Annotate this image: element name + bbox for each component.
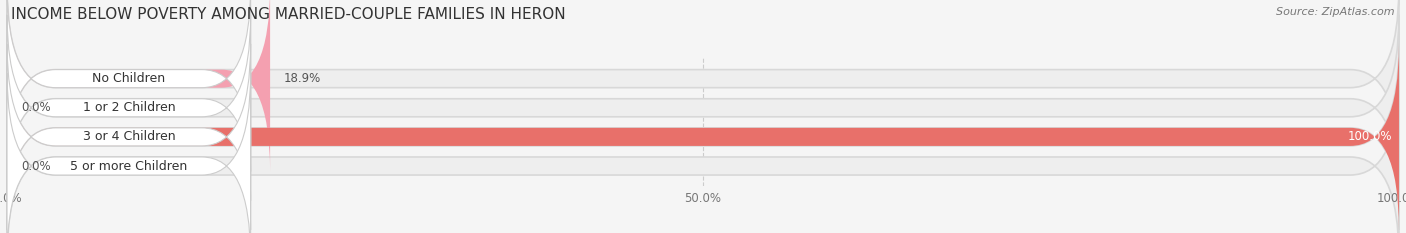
Text: 0.0%: 0.0% [21,160,51,172]
FancyBboxPatch shape [7,15,1399,201]
Text: No Children: No Children [93,72,166,85]
Text: Source: ZipAtlas.com: Source: ZipAtlas.com [1277,7,1395,17]
Text: 1 or 2 Children: 1 or 2 Children [83,101,176,114]
FancyBboxPatch shape [7,15,250,201]
FancyBboxPatch shape [7,44,1399,230]
FancyBboxPatch shape [7,0,270,171]
Text: 100.0%: 100.0% [1347,130,1392,143]
FancyBboxPatch shape [7,73,250,233]
Text: 0.0%: 0.0% [21,101,51,114]
Text: 18.9%: 18.9% [284,72,322,85]
FancyBboxPatch shape [7,44,1399,230]
FancyBboxPatch shape [7,0,250,171]
Text: 3 or 4 Children: 3 or 4 Children [83,130,176,143]
FancyBboxPatch shape [7,44,250,230]
FancyBboxPatch shape [7,73,1399,233]
Text: INCOME BELOW POVERTY AMONG MARRIED-COUPLE FAMILIES IN HERON: INCOME BELOW POVERTY AMONG MARRIED-COUPL… [11,7,565,22]
Text: 5 or more Children: 5 or more Children [70,160,187,172]
FancyBboxPatch shape [7,0,1399,171]
